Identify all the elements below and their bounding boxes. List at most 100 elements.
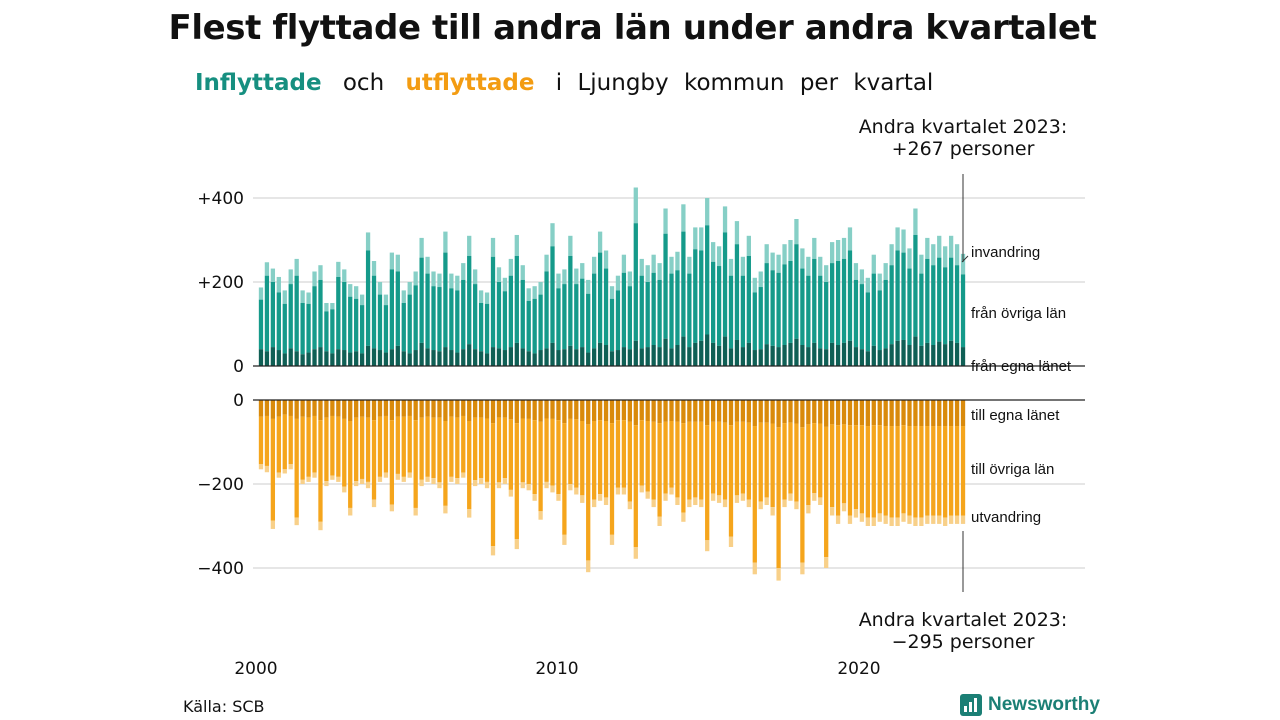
bar-inflow-immigration xyxy=(943,246,948,268)
bar-outflow-emigration xyxy=(502,478,508,484)
bar-outflow-emigration xyxy=(770,507,775,516)
bar-inflow-other-counties xyxy=(419,257,424,343)
bar-outflow-emigration xyxy=(383,472,389,478)
bar-outflow-own-county xyxy=(377,400,383,417)
bar-outflow-other-counties xyxy=(312,415,317,473)
bar-inflow-other-counties xyxy=(318,279,323,348)
bar-outflow-own-county xyxy=(603,400,609,421)
bar-outflow-other-counties xyxy=(948,426,954,516)
bar-inflow-immigration xyxy=(276,276,281,293)
bar-inflow-other-counties xyxy=(449,288,454,351)
annotation-top-line1: Andra kvartalet 2023: xyxy=(859,116,1068,138)
bar-outflow-other-counties xyxy=(776,427,781,568)
bar-outflow-own-county xyxy=(871,400,876,426)
bar-outflow-own-county xyxy=(699,400,704,422)
bar-inflow-own-county xyxy=(687,347,692,366)
bar-outflow-other-counties xyxy=(478,417,484,479)
bar-inflow-other-counties xyxy=(651,272,656,345)
bar-outflow-own-county xyxy=(746,400,751,423)
bar-outflow-emigration xyxy=(716,495,722,503)
bar-inflow-other-counties xyxy=(722,232,728,337)
bar-inflow-own-county xyxy=(806,347,811,366)
bar-outflow-own-county xyxy=(288,400,293,416)
bar-inflow-immigration xyxy=(348,284,353,297)
bar-inflow-other-counties xyxy=(954,265,960,343)
bar-outflow-emigration xyxy=(943,517,948,526)
bar-inflow-other-counties xyxy=(264,275,270,352)
chart-subtitle: Inflyttade och utflyttade i Ljungby komm… xyxy=(195,70,947,96)
bar-inflow-own-county xyxy=(484,353,490,366)
bar-outflow-other-counties xyxy=(597,420,603,495)
bar-outflow-emigration xyxy=(758,501,763,510)
bar-inflow-immigration xyxy=(812,237,817,259)
bar-outflow-own-county xyxy=(901,400,906,426)
bar-outflow-emigration xyxy=(841,503,847,512)
bar-inflow-other-counties xyxy=(889,265,894,345)
bar-outflow-emigration xyxy=(478,478,484,484)
bar-inflow-other-counties xyxy=(580,278,585,348)
bar-outflow-own-county xyxy=(919,400,924,427)
bar-outflow-own-county xyxy=(806,400,811,425)
newsworthy-logo-text: Newsworthy xyxy=(988,694,1100,715)
bar-inflow-own-county xyxy=(294,351,299,366)
bar-inflow-other-counties xyxy=(383,305,389,353)
bar-inflow-own-county xyxy=(258,349,264,366)
bar-inflow-other-counties xyxy=(716,266,722,346)
bar-outflow-own-county xyxy=(502,400,508,418)
bar-outflow-emigration xyxy=(330,475,335,480)
bar-outflow-own-county xyxy=(592,400,597,421)
bar-inflow-own-county xyxy=(675,345,680,366)
bar-inflow-immigration xyxy=(389,252,395,270)
bar-outflow-other-counties xyxy=(520,418,525,483)
bar-inflow-other-counties xyxy=(925,258,930,343)
bar-outflow-emigration xyxy=(871,517,876,526)
bar-inflow-own-county xyxy=(377,350,383,366)
bar-inflow-own-county xyxy=(824,349,829,366)
bar-inflow-own-county xyxy=(496,348,502,366)
bar-inflow-own-county xyxy=(621,347,627,366)
bar-outflow-other-counties xyxy=(711,421,716,494)
bar-outflow-own-county xyxy=(425,400,430,417)
bar-outflow-emigration xyxy=(574,487,579,495)
bar-outflow-other-counties xyxy=(413,420,418,508)
bar-outflow-other-counties xyxy=(895,426,900,518)
bar-outflow-emigration xyxy=(776,568,781,581)
newsworthy-logo: Newsworthy xyxy=(960,692,1100,718)
bar-inflow-other-counties xyxy=(621,272,627,348)
source-note: Källa: SCB xyxy=(183,697,265,716)
bar-outflow-other-counties xyxy=(913,426,918,518)
bar-inflow-other-counties xyxy=(395,271,400,346)
bar-inflow-other-counties xyxy=(574,284,579,350)
bar-inflow-own-county xyxy=(306,352,311,366)
bar-inflow-other-counties xyxy=(359,305,365,354)
bar-inflow-immigration xyxy=(770,252,775,271)
bar-outflow-own-county xyxy=(734,400,740,422)
bar-inflow-own-county xyxy=(407,353,412,366)
bar-outflow-own-county xyxy=(609,400,615,424)
bar-inflow-immigration xyxy=(746,235,751,256)
bar-outflow-other-counties xyxy=(401,416,406,477)
bar-inflow-own-county xyxy=(740,347,746,366)
bar-outflow-own-county xyxy=(693,400,698,422)
bar-inflow-own-county xyxy=(455,352,460,366)
bar-inflow-own-county xyxy=(449,350,454,366)
bar-outflow-own-county xyxy=(478,400,484,418)
bar-outflow-other-counties xyxy=(681,423,686,513)
bar-outflow-own-county xyxy=(895,400,900,427)
bar-outflow-other-counties xyxy=(931,426,936,516)
bar-outflow-own-county xyxy=(663,400,668,422)
bar-outflow-own-county xyxy=(562,400,567,424)
bar-inflow-own-county xyxy=(788,342,793,366)
axes xyxy=(253,174,1085,592)
bar-inflow-immigration xyxy=(681,204,686,232)
bar-inflow-own-county xyxy=(776,347,781,366)
bar-inflow-immigration xyxy=(907,248,912,269)
bar-inflow-own-county xyxy=(413,350,418,366)
bar-outflow-other-counties xyxy=(877,425,882,514)
bar-inflow-own-county xyxy=(794,338,799,366)
bar-inflow-other-counties xyxy=(919,273,924,346)
bar-outflow-own-county xyxy=(419,400,424,418)
bar-outflow-own-county xyxy=(330,400,335,416)
bar-outflow-own-county xyxy=(728,400,734,426)
bar-inflow-immigration xyxy=(764,244,769,264)
